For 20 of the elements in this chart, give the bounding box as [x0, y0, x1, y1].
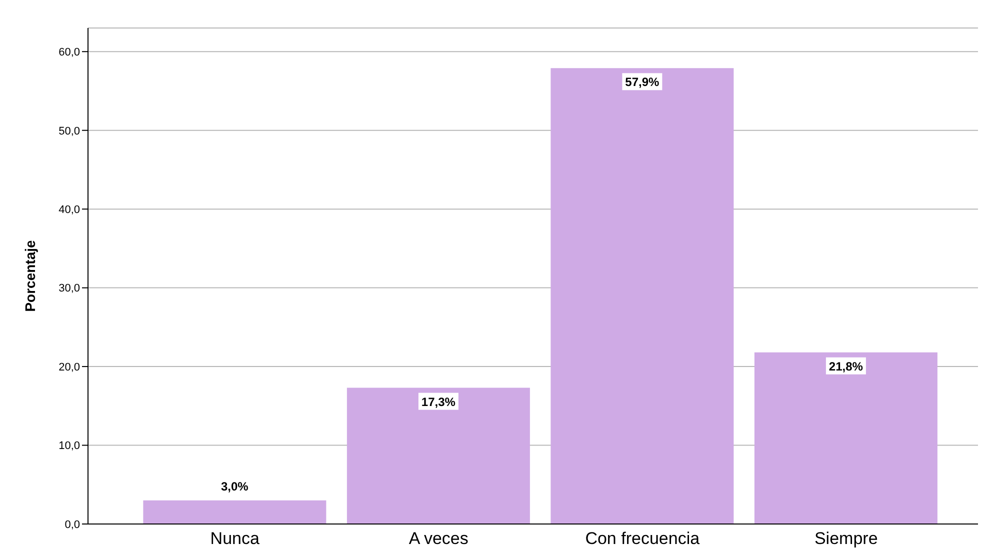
data-label: 3,0% [221, 479, 249, 494]
y-tick-label: 0,0 [64, 518, 80, 531]
y-tick-label: 60,0 [58, 46, 80, 59]
data-label: 21,8% [828, 359, 864, 374]
y-axis-title: Porcentaje [22, 240, 38, 312]
y-tick-label: 20,0 [58, 361, 80, 374]
data-label: 57,9% [625, 75, 660, 90]
y-tick-label: 40,0 [58, 204, 80, 216]
x-tick-label: Siempre [814, 529, 878, 548]
y-tick-label: 10,0 [58, 440, 80, 452]
bar [346, 388, 530, 524]
x-tick-label: Nunca [210, 529, 260, 548]
bar [143, 500, 326, 524]
bar [754, 352, 938, 524]
bar [550, 68, 734, 524]
x-tick-label: Con frecuencia [585, 529, 700, 548]
y-tick-label: 50,0 [58, 125, 80, 138]
y-tick-label: 30,0 [58, 282, 80, 295]
x-tick-label: A veces [408, 529, 468, 548]
data-label: 17,3% [421, 394, 456, 409]
